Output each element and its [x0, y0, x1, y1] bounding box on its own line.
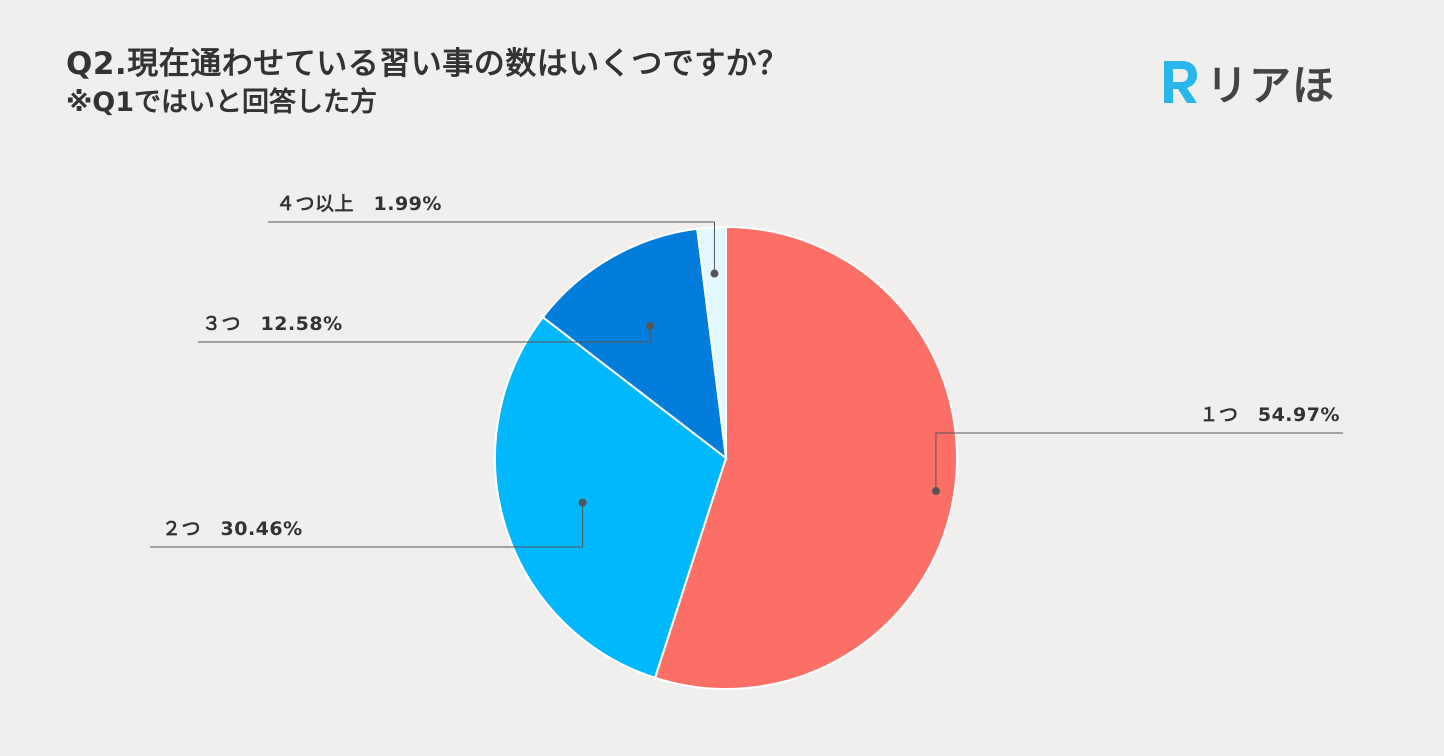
slice-label-4: ４つ以上 1.99%	[276, 193, 442, 215]
leader-dot-4	[710, 269, 719, 278]
leader-dot-3	[646, 321, 655, 330]
logo-text: リアほ	[1206, 60, 1336, 110]
leader-line-3	[198, 321, 655, 343]
pie-slice-4	[696, 225, 727, 459]
leader-line-2	[150, 498, 587, 548]
pie-slices	[494, 225, 958, 690]
chart-title: Q2.現在通わせている習い事の数はいくつですか？	[66, 46, 789, 82]
brand-logo: リアほ	[1158, 52, 1335, 112]
pie-slice-1	[653, 225, 958, 690]
pie-labels: １つ 54.97% ２つ 30.46% ３つ 12.58% ４つ以上 1.99%	[162, 193, 1340, 540]
leader-line-1	[931, 432, 1343, 496]
chart-subtitle: ※Q1ではいと回答した方	[66, 87, 377, 118]
slice-label-1: １つ 54.97%	[1199, 404, 1340, 426]
pie-slice-2	[494, 315, 728, 680]
pie-slice-3	[541, 227, 728, 461]
r-logo-icon	[1164, 61, 1197, 103]
leader-line-4	[268, 221, 719, 278]
slice-label-2: ２つ 30.46%	[162, 518, 303, 540]
slice-label-3: ３つ 12.58%	[202, 313, 343, 335]
leader-dot-1	[931, 487, 940, 496]
leader-dot-2	[578, 498, 587, 507]
pie-leader-lines	[150, 221, 1343, 548]
